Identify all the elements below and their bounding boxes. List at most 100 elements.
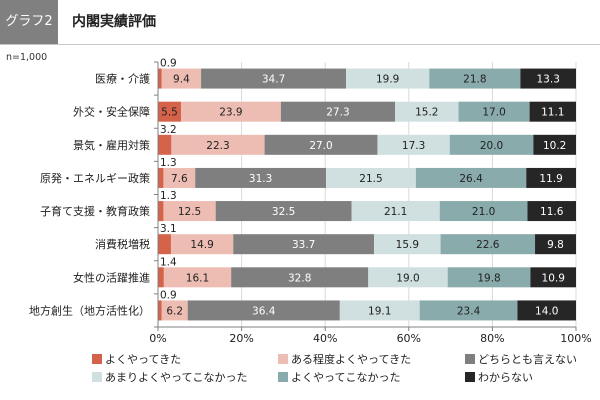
- data-label: 12.5: [178, 206, 201, 218]
- data-label: 19.9: [376, 74, 399, 86]
- bar-segment: [368, 267, 448, 288]
- data-label: 33.7: [292, 239, 315, 251]
- bar-segment: [187, 300, 340, 321]
- bar-segment: [526, 167, 576, 188]
- data-label: 3.1: [160, 223, 177, 235]
- bar-segment: [447, 267, 531, 288]
- bar-segment: [158, 201, 164, 222]
- category-label: 原発・エネルギー政策: [40, 171, 150, 185]
- chart-title: 内閣実績評価: [72, 14, 156, 30]
- data-label: 1.4: [160, 256, 177, 268]
- bar-segment: [163, 167, 196, 188]
- data-label: 10.2: [543, 140, 566, 152]
- bar-segment: [264, 134, 378, 155]
- category-label: 地方創生（地方活性化）: [29, 303, 150, 317]
- sample-size-note: n=1,000: [6, 52, 48, 63]
- data-label: 7.6: [171, 173, 188, 185]
- data-label: 36.4: [252, 305, 276, 317]
- data-label: 17.3: [402, 140, 425, 152]
- data-label: 0.9: [160, 58, 177, 70]
- bar-segment: [535, 234, 576, 255]
- data-label: 1.3: [160, 190, 177, 202]
- data-label: 19.1: [368, 305, 391, 317]
- bar-segment: [374, 234, 441, 255]
- bar-segment: [339, 300, 420, 321]
- data-label: 9.8: [547, 239, 564, 251]
- bar-segment: [158, 267, 164, 288]
- data-label: 20.0: [480, 140, 503, 152]
- category-label: 景気・雇用対策: [73, 138, 150, 152]
- data-label: 23.4: [457, 305, 481, 317]
- bar-segment: [171, 134, 265, 155]
- bar-segment: [158, 300, 162, 321]
- data-label: 16.1: [186, 272, 209, 284]
- bar-segment: [439, 201, 528, 222]
- bar-segment: [520, 68, 576, 89]
- bar-segment: [326, 167, 416, 188]
- bar-segment: [529, 101, 576, 122]
- bar-segment: [158, 167, 164, 188]
- bar-segment: [440, 234, 536, 255]
- bar-segment: [415, 167, 527, 188]
- data-label: 21.5: [359, 173, 382, 185]
- data-label: 10.9: [542, 272, 565, 284]
- data-label: 9.4: [173, 74, 190, 86]
- category-label: 消費税増税: [95, 237, 150, 251]
- category-label: 外交・安全保障: [73, 105, 150, 119]
- data-label: 23.9: [219, 107, 242, 119]
- data-label: 22.6: [476, 239, 500, 251]
- bar-segment: [346, 68, 430, 89]
- bar-segment: [419, 300, 518, 321]
- data-label: 11.9: [539, 173, 562, 185]
- bar-segment: [231, 267, 369, 288]
- data-label: 11.6: [540, 206, 564, 218]
- data-label: 21.0: [472, 206, 495, 218]
- bar-segment: [530, 267, 576, 288]
- header-divider: [0, 44, 600, 45]
- bar-segment: [280, 101, 396, 122]
- data-label: 11.1: [541, 107, 564, 119]
- bar-segment: [161, 68, 202, 89]
- bar-segment: [158, 101, 181, 122]
- data-label: 1.3: [160, 157, 177, 169]
- bar-segment: [158, 134, 172, 155]
- bar-segment: [527, 201, 576, 222]
- bar-segment: [201, 68, 347, 89]
- data-label: 32.8: [288, 272, 311, 284]
- data-label: 34.7: [262, 74, 285, 86]
- bar-segment: [215, 201, 352, 222]
- bar-segment: [517, 300, 576, 321]
- bar-segment: [429, 68, 521, 89]
- bar-segment: [233, 234, 375, 255]
- bar-segment: [161, 300, 188, 321]
- data-label: 14.0: [535, 305, 558, 317]
- bar-segment: [170, 234, 234, 255]
- bar-segment: [458, 101, 530, 122]
- bar-segment: [163, 267, 232, 288]
- data-label: 31.3: [249, 173, 272, 185]
- data-label: 0.9: [160, 289, 177, 301]
- data-label: 15.9: [396, 239, 419, 251]
- category-label: 医療・介護: [95, 72, 150, 86]
- category-label: 女性の活躍推進: [73, 270, 150, 284]
- data-label: 14.9: [190, 239, 213, 251]
- bar-segment: [195, 167, 327, 188]
- x-tick-label: 100%: [560, 332, 591, 345]
- bar-segment: [377, 134, 450, 155]
- data-label: 21.1: [384, 206, 407, 218]
- data-label: 13.3: [537, 74, 560, 86]
- bar-segment: [395, 101, 459, 122]
- data-label: 15.2: [415, 107, 438, 119]
- bar-segment: [158, 68, 162, 89]
- data-label: 3.2: [160, 124, 177, 136]
- data-label: 32.5: [272, 206, 295, 218]
- data-label: 22.3: [206, 140, 229, 152]
- data-label: 6.2: [166, 305, 183, 317]
- x-tick-label: 40%: [313, 332, 337, 345]
- x-tick-label: 60%: [397, 332, 421, 345]
- category-label: 子育て支援・教育政策: [40, 204, 150, 218]
- bar-segment: [163, 201, 216, 222]
- x-tick-label: 0%: [149, 332, 166, 345]
- data-label: 19.8: [477, 272, 500, 284]
- data-label: 26.4: [459, 173, 483, 185]
